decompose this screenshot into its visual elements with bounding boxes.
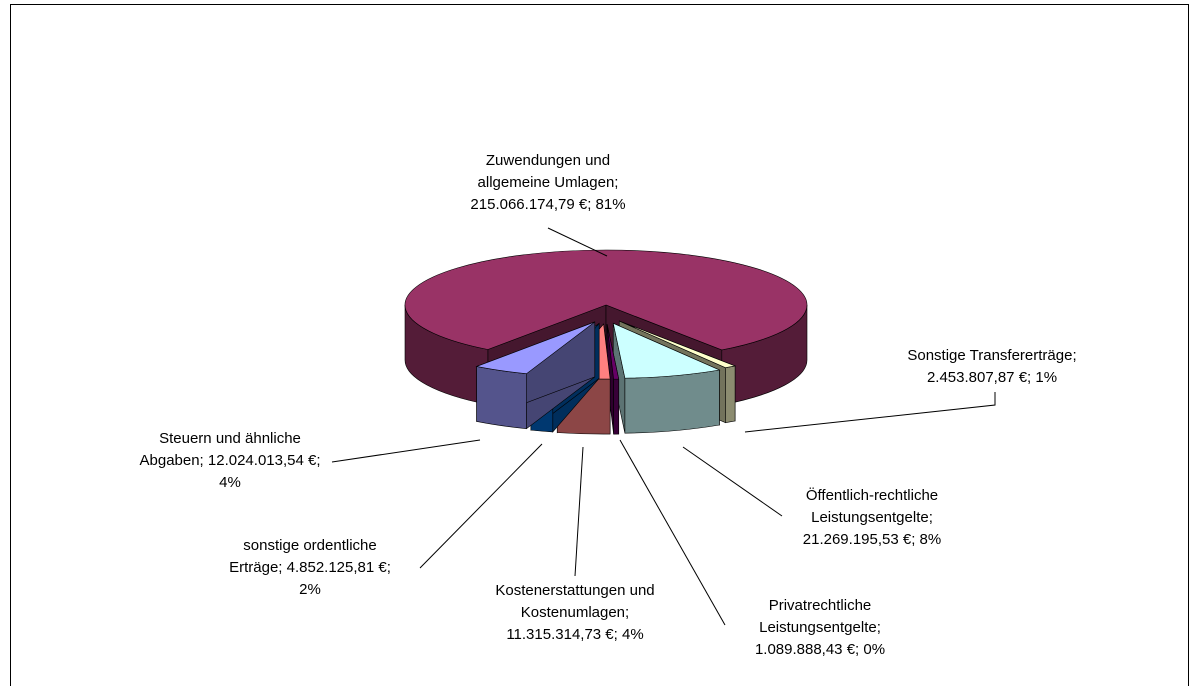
leader-line [419,443,543,569]
data-label: Steuern und ähnliche Abgaben; 12.024.013… [139,430,321,491]
slice-top [612,322,721,379]
data-label: Öffentlich-rechtliche Leistungsentgelte;… [802,487,942,548]
pie-slice [612,322,721,434]
slice-top [475,321,595,375]
leader-line [682,446,783,517]
leader-line [547,227,608,257]
leader-line [619,439,726,626]
slice-side [725,365,736,424]
pie-slice [606,324,620,435]
data-label: Sonstige Transfererträge; 2.453.807,87 €… [907,347,1077,386]
slice-top [606,324,620,380]
data-label: Privatrechtliche Leistungsentgelte; 1.08… [754,597,886,658]
data-label: Kostenerstattungen und Kostenumlagen; 11… [495,582,655,643]
leader-line [744,392,996,433]
data-label: Zuwendungen und allgemeine Umlagen; 215.… [470,152,626,213]
slice-top [404,249,808,351]
leader-line [574,446,584,577]
leader-line [331,439,481,463]
pie-slice [475,321,596,430]
slice-side [624,369,720,434]
data-label: sonstige ordentliche Erträge; 4.852.125,… [229,537,391,598]
slice-side [476,366,527,430]
slice-side [613,378,620,435]
slice-top [619,320,737,369]
